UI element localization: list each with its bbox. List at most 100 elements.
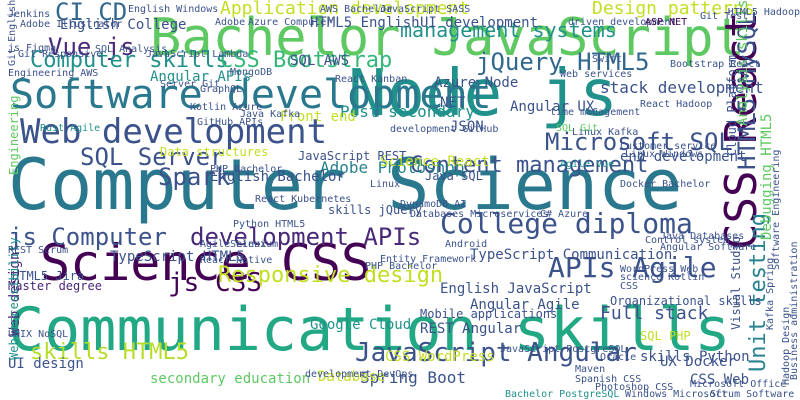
cloud-word: Responsive design xyxy=(218,263,444,288)
cloud-word: React Kanban xyxy=(335,74,408,85)
cloud-word: Azure Node xyxy=(434,75,519,91)
cloud-word: GraphQL xyxy=(200,84,243,95)
cloud-word: React Kubernetes xyxy=(255,194,352,205)
cloud-word: Azure Computer xyxy=(248,17,333,28)
cloud-word: development GitHub xyxy=(390,124,499,135)
cloud-word: Jenkins xyxy=(8,9,51,20)
cloud-word: Master degree xyxy=(8,279,102,293)
cloud-word: JSON xyxy=(450,119,484,135)
cloud-word: Spring Boot xyxy=(360,368,466,387)
cloud-word: skills Python xyxy=(640,349,750,365)
cloud-word: Windows Microsoft xyxy=(625,389,728,400)
cloud-word: College diploma xyxy=(440,207,693,240)
cloud-word: Organizational skills xyxy=(610,294,762,308)
cloud-word: skills jQuery xyxy=(328,203,422,217)
cloud-word: TypeScript Communication xyxy=(470,247,673,263)
cloud-word: DynamoDB AI xyxy=(400,199,467,210)
cloud-word: Control system xyxy=(645,235,730,246)
cloud-word: Java Databases xyxy=(660,231,745,242)
cloud-word: JavaScript SASS xyxy=(380,4,471,15)
cloud-word: English Windows xyxy=(128,4,219,15)
cloud-word: stack development xyxy=(600,78,764,97)
cloud-word: Docker Bachelor xyxy=(620,179,711,190)
cloud-word: Agile Linux xyxy=(200,239,267,250)
cloud-word: Bootstrap React xyxy=(670,59,761,70)
cloud-word: Web services xyxy=(560,69,633,80)
cloud-word: Spark xyxy=(158,163,231,191)
cloud-word: HTML5 English xyxy=(310,15,420,31)
cloud-word: end development xyxy=(620,149,747,165)
cloud-word: TypeScript HTML5 xyxy=(110,249,245,265)
cloud-word: CSS Web xyxy=(690,372,750,388)
cloud-word: Vue js xyxy=(48,33,135,61)
cloud-word: Database xyxy=(318,369,386,385)
cloud-word: English College xyxy=(60,17,187,33)
cloud-word: Agile Vue xyxy=(560,159,615,170)
cloud-word: MongoDB xyxy=(230,67,273,78)
cloud-word: Angular APIs xyxy=(150,69,252,85)
cloud-word: C# Azure xyxy=(540,209,589,220)
cloud-word: Engineering xyxy=(7,95,21,175)
cloud-word: Java SQL xyxy=(425,169,483,183)
cloud-word: Git English xyxy=(7,0,18,67)
cloud-word: SQL Analysis xyxy=(95,44,168,55)
cloud-word: PHP Bachelor xyxy=(365,261,438,272)
cloud-word: English Bachelor xyxy=(210,169,345,185)
cloud-word: Android xyxy=(445,239,488,250)
cloud-word: SQL PHP xyxy=(640,329,691,343)
cloud-word: React Native xyxy=(200,255,273,266)
cloud-word: Node js xyxy=(348,57,618,131)
cloud-word: Linux Windows xyxy=(625,149,704,160)
cloud-word: UI design xyxy=(8,356,84,372)
cloud-word: Front end xyxy=(280,109,356,125)
cloud-word: UI development xyxy=(420,15,539,31)
cloud-word: JavaScript PostgreSQL xyxy=(500,344,627,355)
cloud-word: HTML5 Jira xyxy=(12,269,85,283)
cloud-word: React Hadoop xyxy=(640,99,713,110)
cloud-word: driven development xyxy=(568,17,677,28)
cloud-word: Spanish CSS xyxy=(575,374,642,385)
cloud-word: APIs Agile xyxy=(548,251,717,284)
cloud-word: Selenium xyxy=(230,239,279,250)
cloud-word: Git Test xyxy=(700,11,749,22)
cloud-word: Git Responsive xyxy=(18,49,103,60)
cloud-word: Design patterns xyxy=(592,0,755,19)
cloud-word: Swift xyxy=(592,54,623,65)
cloud-word: Entity Framework xyxy=(380,254,477,265)
cloud-word: Java Kafka xyxy=(240,109,301,120)
cloud-word: JavaScript REST xyxy=(298,149,407,163)
cloud-word: AWS Bachelor xyxy=(320,4,393,15)
cloud-word: Computer skills xyxy=(30,48,229,73)
cloud-word: Databases Microservices xyxy=(410,209,549,220)
cloud-word: js Computer xyxy=(8,223,167,251)
cloud-word: Customer service xyxy=(620,141,717,152)
cloud-word: NET xyxy=(440,95,466,111)
cloud-word: js Figma xyxy=(8,43,57,54)
cloud-word: Full stack xyxy=(600,303,709,324)
cloud-word: Application development xyxy=(220,0,470,19)
cloud-word: HTML5 Hadoop xyxy=(727,7,800,18)
cloud-word: Communication skills xyxy=(8,295,731,365)
cloud-word: Google Cloud xyxy=(310,317,412,333)
cloud-word: science Kotlin xyxy=(620,272,705,283)
cloud-word: Adobe Illustrator xyxy=(20,19,123,30)
cloud-word: PHP Bachelor xyxy=(210,164,283,175)
cloud-word: Microsoft SQL xyxy=(545,128,733,156)
cloud-word: Scrum Software xyxy=(710,389,795,400)
cloud-word: Post secondary xyxy=(340,102,475,121)
cloud-word: Software development xyxy=(10,72,492,118)
cloud-word: secondary education xyxy=(150,371,311,387)
cloud-word: Adobe xyxy=(215,17,246,28)
cloud-word: JavaScript Angular xyxy=(355,338,637,368)
cloud-word: C xyxy=(592,107,599,118)
cloud-word: development DevOps xyxy=(305,369,414,380)
cloud-word: management systems xyxy=(400,18,617,42)
cloud-word: Kotlin Azure xyxy=(190,102,263,113)
cloud-word: time management xyxy=(550,107,641,118)
cloud-word: Python HTML5 xyxy=(233,219,306,230)
cloud-word: Web development xyxy=(20,112,328,152)
cloud-word: Bachelor JavaScript xyxy=(150,8,745,68)
cloud-word: CSS WordPress xyxy=(385,349,495,365)
cloud-word: ASP NET xyxy=(645,17,688,28)
